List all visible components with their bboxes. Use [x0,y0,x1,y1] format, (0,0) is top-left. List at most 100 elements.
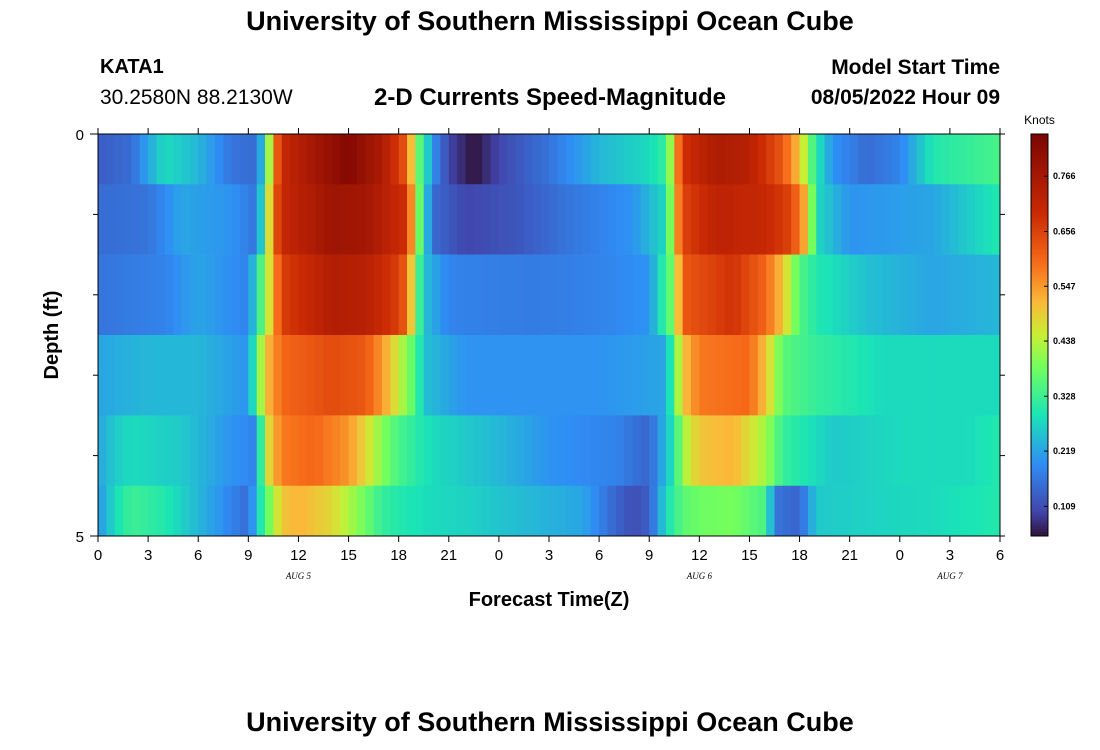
heatmap-cell [674,335,684,416]
heatmap-cell [824,184,834,255]
heatmap-cell [657,335,667,416]
heatmap-cell [181,134,191,185]
heatmap-cell [933,415,943,487]
heatmap-cell [632,134,642,185]
heatmap-cell [298,254,308,336]
plot-frame [97,133,1001,537]
heatmap-cell [315,254,324,336]
heatmap-cell [407,134,416,185]
heatmap-cell [448,335,458,416]
heatmap-cell [106,254,116,336]
colorbar-tick-label: 0.438 [1053,336,1076,346]
colorbar-units: Knots [1024,113,1055,127]
heatmap-cell [156,415,166,487]
heatmap-cell [766,415,775,487]
heatmap-cell [774,134,784,185]
heatmap-cell [415,415,425,487]
heatmap-cell [782,134,792,185]
heatmap-cell [398,134,408,185]
heatmap-cell [189,485,199,537]
heatmap-cell [323,184,333,255]
heatmap-cell [682,134,692,185]
heatmap-cell [632,254,642,336]
heatmap-cell [615,254,625,336]
heatmap-cell [490,184,500,255]
heatmap-cell [707,415,717,487]
heatmap-cell [356,184,366,255]
heatmap-cell [390,254,400,336]
heatmap-cell [181,254,191,336]
heatmap-cell [891,254,901,336]
chart-title: 2-D Currents Speed-Magnitude [373,84,727,111]
heatmap-cell [390,415,400,487]
heatmap-cell [390,134,400,185]
heatmap-cell [574,184,583,255]
heatmap-cell [640,485,650,537]
footer-title: University of Southern Mississippi Ocean… [246,707,854,737]
heatmap-cell [482,415,492,487]
heatmap-cell [640,335,650,416]
heatmap-cell [490,335,500,416]
date-label: AUG 6 [686,571,713,581]
heatmap-cell [674,485,684,537]
heatmap-cell [290,184,299,255]
heatmap-cell [883,134,892,185]
heatmap-cell [916,485,926,537]
heatmap-cell [214,184,224,255]
colorbar-tick-label: 0.109 [1053,501,1076,511]
heatmap-cell [523,335,533,416]
heatmap-cell [665,415,675,487]
heatmap-cell [490,485,500,537]
heatmap-cell [983,485,993,537]
heatmap-cell [114,184,124,255]
heatmap-cell [799,485,809,537]
heatmap-cell [791,254,801,336]
heatmap-cell [791,335,801,416]
heatmap-cell [749,184,759,255]
heatmap-cell [273,184,283,255]
heatmap-cell [824,254,834,336]
heatmap-cell [949,485,959,537]
heatmap-cell [381,335,391,416]
heatmap-cell [223,415,233,487]
heatmap-cell [782,335,792,416]
heatmap-cell [699,415,709,487]
heatmap-cell [164,184,174,255]
heatmap-cell [774,254,784,336]
heatmap-cell [164,254,174,336]
heatmap-cell [832,415,842,487]
heatmap-cell [916,415,926,487]
heatmap-cell [248,415,258,487]
heatmap-cell [198,415,208,487]
heatmap-cell [699,184,709,255]
heatmap-cell [415,134,425,185]
heatmap-cell [231,184,241,255]
heatmap-cell [766,134,775,185]
heatmap-cell [398,415,408,487]
heatmap-cell [340,184,350,255]
heatmap-cell [473,134,483,185]
heatmap-cell [832,485,842,537]
heatmap-cell [966,415,976,487]
heatmap-cell [674,134,684,185]
heatmap-cell [306,415,316,487]
heatmap-cell [265,254,274,336]
heatmap-cell [123,134,132,185]
heatmap-cell [807,335,817,416]
x-tick-label: 0 [495,547,503,564]
heatmap-cell [732,485,742,537]
heatmap-cell [273,134,283,185]
heatmap-cell [164,134,174,185]
heatmap-cell [640,415,650,487]
heatmap-cell [457,485,466,537]
heatmap-cell [816,254,826,336]
heatmap-cell [590,415,600,487]
heatmap-cell [816,134,826,185]
heatmap-cell [624,335,634,416]
heatmap-cell [281,184,291,255]
heatmap-cell [131,134,141,185]
heatmap-cell [423,134,433,185]
heatmap-cell [290,485,299,537]
heatmap-cell [515,254,525,336]
heatmap-cell [916,184,926,255]
